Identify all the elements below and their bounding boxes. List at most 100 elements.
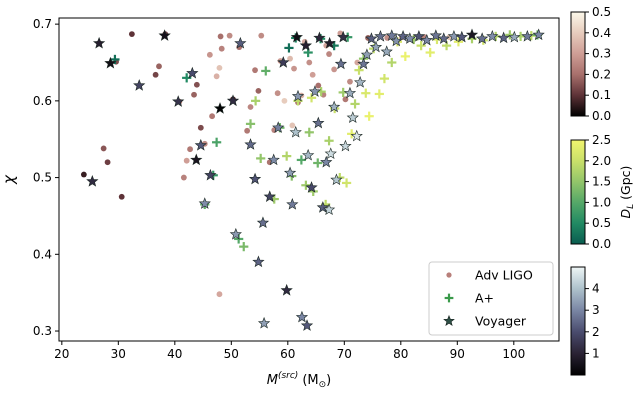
x-tick-label: 60 [280,347,295,361]
data-point [291,66,297,72]
data-point [94,38,105,48]
data-point [191,154,202,164]
colorbar-tick-label: 0.0 [592,237,611,251]
data-point [251,96,260,105]
data-point [134,80,145,90]
data-point [212,138,221,147]
data-point [256,154,265,163]
data-point [252,67,258,73]
y-tick-label: 0.3 [33,324,52,338]
colorbar-tick-label: 1 [592,346,600,360]
data-point [119,194,125,200]
colorbar-tick-label: 4 [592,282,600,296]
data-point [361,89,370,98]
colorbar-tick-label: 2.5 [592,133,611,147]
colorbar-z: 0.00.10.20.30.40.5 [571,5,611,123]
data-point [381,46,392,56]
data-point [275,90,281,96]
data-point [340,141,351,151]
data-point [258,217,269,227]
data-point [303,150,314,160]
y-tick-label: 0.4 [33,247,52,261]
data-point [228,95,239,105]
y-tick-label: 0.5 [33,171,52,185]
data-point [306,60,312,66]
data-point [355,77,366,87]
colorbar-tick-label: 0.4 [592,26,611,40]
legend-marker-circle [446,272,451,277]
data-point [156,63,162,69]
data-point [289,123,295,129]
x-tick-label: 20 [54,347,69,361]
x-axis-label-unit-sub: ⊙ [319,380,327,390]
data-point [284,43,293,52]
x-tick-label: 50 [224,347,239,361]
data-point [246,119,255,128]
data-point [282,151,291,160]
data-point [331,67,337,73]
data-point [159,30,170,40]
data-point [244,128,250,134]
data-point [347,79,353,85]
data-point [375,89,384,98]
x-tick-label: 40 [167,347,182,361]
data-point [184,158,190,164]
data-point [217,65,223,71]
colorbar-tick-label: 3 [592,303,600,317]
data-point [533,29,544,39]
data-point [259,318,270,328]
data-point [173,96,184,106]
data-point [153,72,159,78]
legend-label: Voyager [475,314,527,329]
x-tick-label: 70 [337,347,352,361]
x-tick-label: 90 [450,347,465,361]
legend: Adv LIGO A+ Voyager [429,262,553,335]
x-tick-label: 30 [111,347,126,361]
y-tick-label: 0.7 [33,17,52,31]
colorbar-gradient [571,140,585,244]
data-point [219,46,225,52]
x-axis-label-sup: (src) [278,371,298,381]
colorbar-tick-label: 0.1 [592,88,611,102]
data-point [282,98,288,104]
data-point [302,320,313,330]
data-point [215,103,226,113]
data-point [351,131,362,141]
data-point [310,72,316,78]
colorbar-tick-label: 0.2 [592,67,611,81]
data-point [101,146,107,152]
data-point [375,31,386,41]
y-axis-label: χ [0,174,18,185]
x-axis: 20 30 40 50 60 70 80 90 100 [54,341,525,361]
data-point [325,148,336,158]
data-point [305,128,314,137]
colorbar-tick-label: 0.0 [592,109,611,123]
data-point [187,146,193,152]
data-point [261,66,270,75]
colorbar-label: DL (Gpc) [618,166,636,219]
colorbar-DL: 0.00.51.01.52.02.5DL (Gpc) [571,133,636,251]
colorbar-tick-label: 0.5 [592,5,611,19]
data-point [239,242,248,251]
data-point [401,52,410,61]
series-a- [110,30,542,251]
data-point [129,31,135,37]
x-axis-label-unit: (M [302,373,318,388]
data-point [342,178,351,187]
colorbar-tick-label: 1.0 [592,195,611,209]
legend-label: A+ [475,291,494,306]
data-point [194,82,200,88]
data-point [321,157,332,167]
data-point [198,125,204,131]
data-point [181,175,187,181]
data-point [371,42,382,52]
colorbar-gradient [571,267,585,375]
x-tick-label: 100 [502,347,525,361]
colorbars: 0.0 0.1 0.2 0.3 0.4 0.5 0.0 0.5 1.0 1.5 2.0 2.5 DL (… [571,5,636,375]
x-axis-label: M(src) (M⊙) [267,371,332,390]
legend-label: Adv LIGO [475,268,533,283]
data-point [426,48,435,57]
colorbar-tick-label: 1.5 [592,175,611,189]
data-point [248,104,254,110]
